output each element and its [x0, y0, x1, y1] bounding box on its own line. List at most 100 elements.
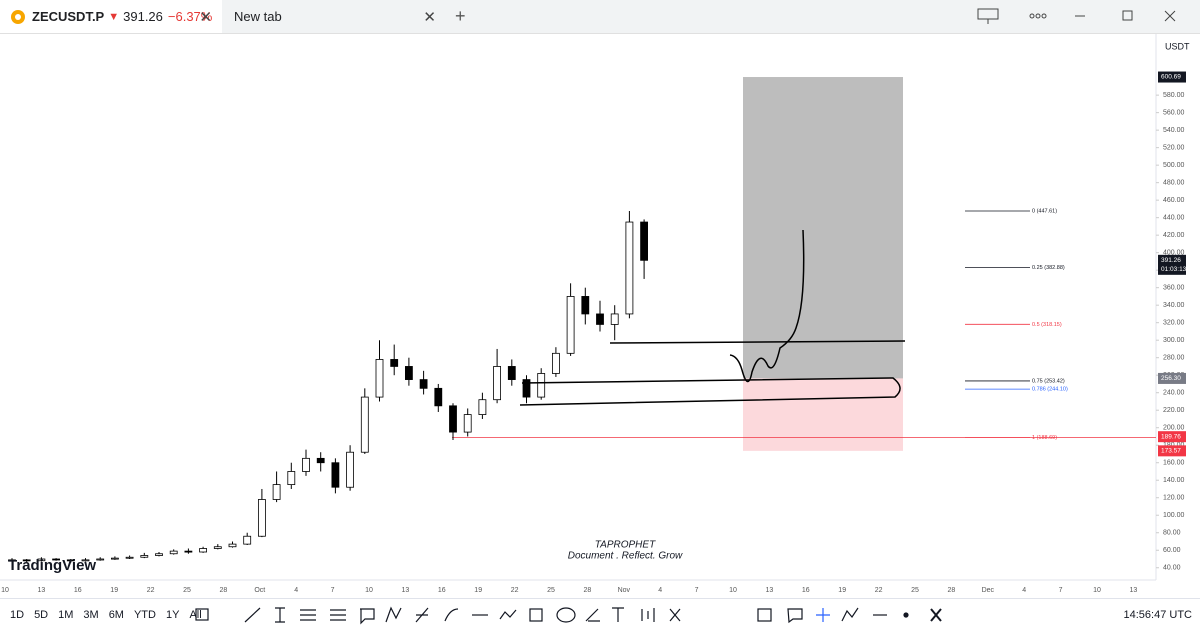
candle-body	[125, 556, 134, 559]
freehand-drawings	[519, 229, 906, 406]
candle-body	[169, 550, 178, 555]
logo[interactable]: TradingView	[8, 557, 96, 574]
tab-close[interactable]: ✕	[199, 8, 212, 26]
timeframe-button[interactable]: 5D	[34, 609, 49, 621]
candle-body	[184, 550, 193, 553]
tool-icon[interactable]	[300, 609, 316, 621]
icon[interactable]	[977, 8, 999, 20]
y-tick-label: 340.00	[1163, 302, 1185, 309]
x-tick-label: 7	[1059, 587, 1063, 594]
candle-body	[257, 499, 266, 537]
price-tag	[1158, 254, 1186, 275]
tool-icon[interactable]	[330, 609, 346, 621]
tool-icon[interactable]	[415, 607, 429, 623]
y-tick-label: 100.00	[1163, 512, 1185, 519]
x-tick-label: 22	[875, 587, 883, 594]
y-tick-label: 200.00	[1163, 425, 1185, 432]
x-tick-label: 4	[658, 587, 662, 594]
y-tick-label: 280.00	[1163, 355, 1185, 362]
candle-body	[346, 451, 355, 488]
candle-body	[640, 221, 648, 261]
tool-icon[interactable]	[275, 607, 285, 623]
tab-symbol: ZECUSDT.P	[32, 9, 105, 24]
y-tick-label: 40.00	[1163, 565, 1181, 572]
candle-body	[522, 379, 531, 398]
candle-body	[375, 359, 384, 398]
candle-body	[537, 373, 546, 398]
tool-icon[interactable]	[669, 608, 681, 622]
tool-icon[interactable]	[499, 609, 517, 620]
price-tag-label: 256.30	[1161, 375, 1181, 382]
candle-body	[434, 387, 443, 407]
candle-body	[81, 559, 90, 562]
x-tick-label: 10	[729, 587, 737, 594]
candle-body	[243, 535, 252, 545]
currency-selector[interactable]: USDT	[1165, 41, 1190, 51]
new-tab-button[interactable]: +	[455, 6, 466, 26]
y-tick-label: 540.00	[1163, 127, 1185, 134]
tool-icon[interactable]	[757, 608, 772, 622]
tool-icon[interactable]	[585, 608, 600, 622]
tool-icon[interactable]	[195, 608, 209, 621]
candle-body	[596, 313, 604, 325]
icon	[1041, 13, 1047, 19]
candle-body	[213, 546, 222, 549]
timeframe-button[interactable]: 6M	[108, 609, 124, 621]
price-tag	[1158, 71, 1186, 83]
y-tick-label: 240.00	[1163, 390, 1185, 397]
clock: 14:56:47 UTC	[1123, 609, 1192, 621]
candle-body	[610, 313, 619, 325]
timeframe-button[interactable]: YTD	[133, 609, 156, 621]
tool-icon[interactable]	[903, 612, 909, 618]
x-tick-label: 16	[802, 587, 810, 594]
candle-body	[37, 558, 46, 562]
tool-icon[interactable]	[444, 608, 459, 622]
candle-body	[419, 379, 428, 389]
timeframe-button[interactable]: 1Y	[165, 609, 180, 621]
fib-label: 0.786 (244.10)	[1032, 387, 1068, 393]
restore[interactable]	[1122, 10, 1133, 21]
x-tick-label: 7	[695, 587, 699, 594]
tab[interactable]: ZECUSDT.P ▼ 391.26 −6.37% ✕	[0, 0, 222, 33]
candle-body	[287, 471, 296, 486]
x-tick-label: 25	[911, 587, 919, 594]
candle-body	[552, 352, 560, 374]
tool-icon[interactable]	[612, 607, 624, 622]
y-tick-label: 400.00	[1163, 250, 1185, 257]
favicon	[11, 9, 25, 24]
close-window[interactable]	[1164, 10, 1176, 22]
tool-icon[interactable]	[641, 608, 655, 622]
tab[interactable]: New tab ✕	[224, 0, 446, 33]
x-tick-label: Nov	[618, 587, 631, 594]
price-tag-label: 600.69	[1161, 74, 1181, 81]
x-tick-label: 13	[1130, 587, 1138, 594]
timeframe-button[interactable]: 3M	[83, 609, 99, 621]
x-tick-label: Oct	[254, 587, 265, 594]
y-tick-label: 140.00	[1163, 477, 1185, 484]
x-tick-label: 13	[402, 587, 410, 594]
timeframes: 1D 5D 1M 3M 6M YTD 1Y All	[0, 609, 202, 621]
y-tick-label: 160.00	[1163, 460, 1185, 467]
tool-icon[interactable]	[385, 606, 402, 623]
tool-icon[interactable]	[529, 608, 543, 622]
timeframe-button[interactable]: 1D	[10, 609, 25, 621]
tool-icon[interactable]	[360, 608, 375, 625]
drawing	[729, 229, 805, 383]
tool-icon[interactable]	[244, 607, 261, 623]
drawing	[519, 377, 901, 406]
countdown: 01:03:13	[1161, 266, 1187, 273]
y-tick-label: 560.00	[1163, 109, 1185, 116]
tool-icon[interactable]	[930, 608, 942, 622]
icon[interactable]	[1029, 13, 1035, 19]
tool-icon[interactable]	[556, 607, 576, 623]
tab-direction: ▼	[108, 10, 120, 23]
candle-body	[155, 553, 163, 556]
tool-icon[interactable]	[787, 608, 803, 624]
candle-body	[404, 366, 413, 380]
tab-close[interactable]: ✕	[423, 8, 436, 26]
tool-icon[interactable]	[816, 608, 830, 622]
timeframe-button[interactable]: 1M	[58, 609, 74, 621]
price-tag	[1158, 431, 1186, 443]
tool-icon[interactable]	[841, 607, 859, 622]
